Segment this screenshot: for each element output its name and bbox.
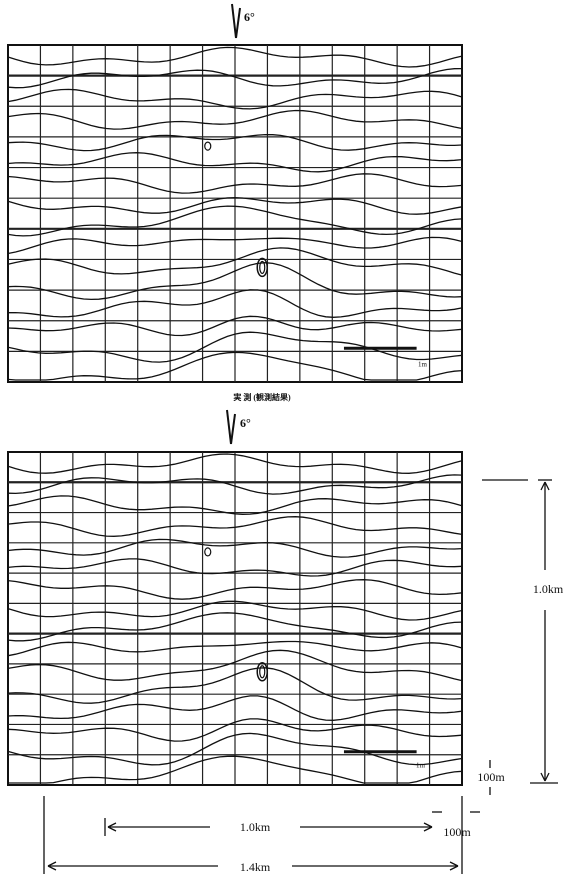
height-label: 1.0km <box>533 582 564 596</box>
marker-label: 1m <box>418 361 428 369</box>
contour-closed <box>205 142 211 150</box>
angle-mark <box>232 4 240 38</box>
angle-line <box>227 410 231 444</box>
marker-label: 1m <box>416 762 426 770</box>
angle-mark <box>227 410 235 444</box>
angle-label: 6° <box>244 10 255 24</box>
column-label: 100m <box>443 825 471 839</box>
angle-line <box>231 414 235 444</box>
caption: 実 測 (観測結果) <box>233 392 291 402</box>
width-total-label: 1.4km <box>240 860 271 874</box>
contour-closed <box>205 548 211 556</box>
angle-line <box>232 4 236 38</box>
angle-line <box>236 8 240 38</box>
page: 6° 実 測 (観測結果) 1m 6° 1m 1.0km 100m 1.0km … <box>0 0 571 878</box>
row-label: 100m <box>477 770 505 784</box>
figure: 6° 実 測 (観測結果) 1m 6° 1m 1.0km 100m 1.0km … <box>0 0 571 878</box>
dimension-lines <box>44 480 558 874</box>
width-inner-label: 1.0km <box>240 820 271 834</box>
angle-label: 6° <box>240 416 251 430</box>
